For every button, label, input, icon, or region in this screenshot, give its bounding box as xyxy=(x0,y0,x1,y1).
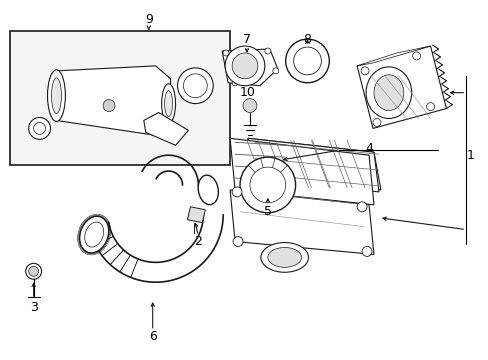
Polygon shape xyxy=(143,113,188,145)
Circle shape xyxy=(183,74,207,98)
Ellipse shape xyxy=(260,243,308,272)
Text: 5: 5 xyxy=(264,205,271,218)
Bar xyxy=(10,31,230,165)
Text: 9: 9 xyxy=(144,13,152,26)
Circle shape xyxy=(233,237,243,247)
Text: 2: 2 xyxy=(194,235,202,248)
Ellipse shape xyxy=(80,216,108,253)
Circle shape xyxy=(372,118,380,126)
Text: 10: 10 xyxy=(240,86,255,99)
Ellipse shape xyxy=(164,91,172,117)
Polygon shape xyxy=(356,46,429,66)
Polygon shape xyxy=(56,66,170,135)
Text: 3: 3 xyxy=(30,301,38,314)
Circle shape xyxy=(249,167,285,203)
Circle shape xyxy=(243,99,256,113)
Text: 1: 1 xyxy=(466,149,473,162)
Circle shape xyxy=(232,53,257,79)
Ellipse shape xyxy=(47,70,65,121)
Circle shape xyxy=(223,50,229,56)
Polygon shape xyxy=(356,46,446,129)
Circle shape xyxy=(34,122,45,134)
Circle shape xyxy=(26,264,41,279)
Circle shape xyxy=(412,52,420,60)
Polygon shape xyxy=(247,138,378,192)
Circle shape xyxy=(361,247,371,256)
Text: 7: 7 xyxy=(243,33,250,46)
Polygon shape xyxy=(187,207,205,223)
Ellipse shape xyxy=(267,247,301,267)
Circle shape xyxy=(293,47,321,75)
Ellipse shape xyxy=(51,78,61,113)
Circle shape xyxy=(264,48,270,54)
Text: 8: 8 xyxy=(303,33,311,46)
Circle shape xyxy=(356,202,366,212)
Circle shape xyxy=(272,68,278,74)
Circle shape xyxy=(224,46,264,86)
Ellipse shape xyxy=(162,84,175,123)
Ellipse shape xyxy=(366,67,411,118)
Polygon shape xyxy=(222,49,277,86)
Polygon shape xyxy=(230,190,373,255)
Circle shape xyxy=(177,68,213,104)
Polygon shape xyxy=(230,138,373,205)
Circle shape xyxy=(29,266,39,276)
Text: 4: 4 xyxy=(365,142,372,155)
Ellipse shape xyxy=(373,75,403,111)
Circle shape xyxy=(232,80,238,86)
Ellipse shape xyxy=(84,222,103,247)
Ellipse shape xyxy=(103,100,115,112)
Circle shape xyxy=(285,39,328,83)
Circle shape xyxy=(29,117,50,139)
Circle shape xyxy=(426,103,434,111)
Circle shape xyxy=(240,157,295,213)
Polygon shape xyxy=(247,138,380,190)
Text: 6: 6 xyxy=(148,330,156,343)
Circle shape xyxy=(232,187,242,197)
Ellipse shape xyxy=(198,175,218,205)
Circle shape xyxy=(360,67,368,75)
